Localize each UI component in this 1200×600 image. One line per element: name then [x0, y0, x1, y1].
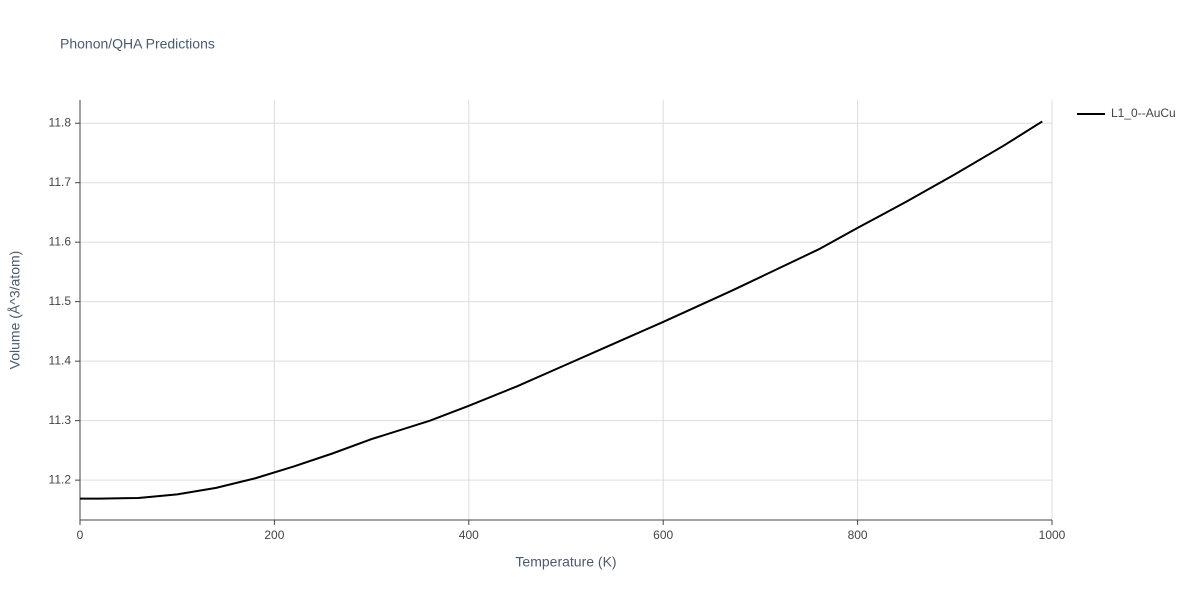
x-tick-label: 600	[653, 528, 673, 542]
x-tick-label: 800	[848, 528, 868, 542]
y-tick-label: 11.8	[49, 115, 72, 129]
data-line	[80, 120, 1043, 500]
x-tick-label: 400	[459, 528, 479, 542]
y-tick-label: 11.3	[49, 413, 72, 427]
x-tick-label: 0	[77, 528, 84, 542]
x-axis-label: Temperature (K)	[515, 554, 616, 570]
chart-title: Phonon/QHA Predictions	[60, 36, 215, 52]
y-axis-label: Volume (Å^3/atom)	[7, 251, 23, 370]
y-tick-label: 11.6	[49, 234, 72, 248]
x-tick-label: 1000	[1039, 528, 1066, 542]
y-tick-label: 11.7	[49, 175, 72, 189]
y-tick-label: 11.4	[49, 353, 72, 367]
y-tick-label: 11.5	[49, 294, 72, 308]
y-tick-label: 11.2	[49, 472, 72, 486]
x-tick-label: 200	[264, 528, 284, 542]
legend-label: L1_0--AuCu	[1111, 106, 1176, 120]
